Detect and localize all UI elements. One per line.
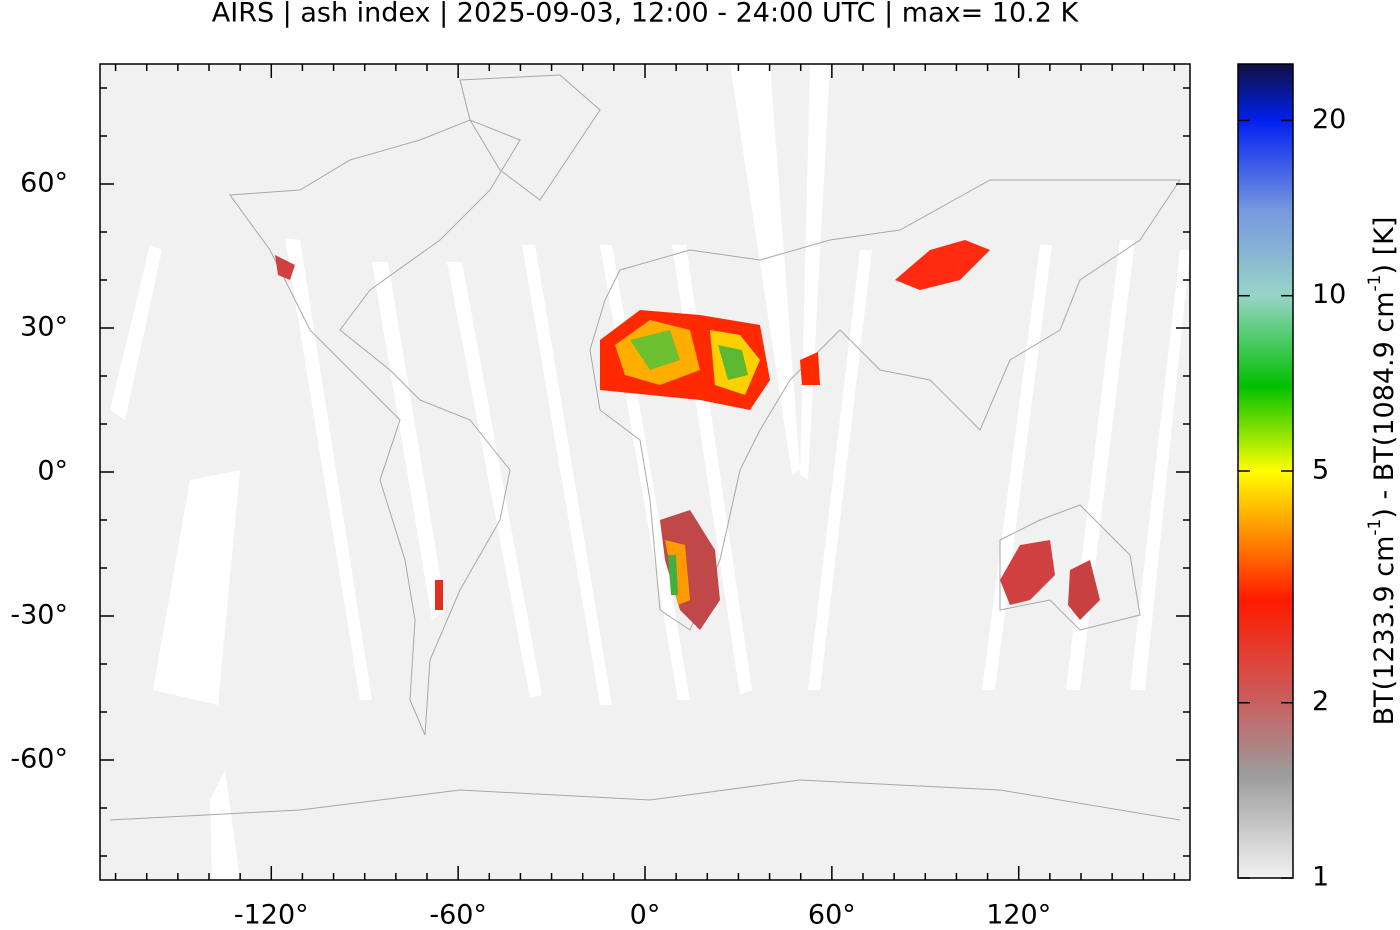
label-text: ) - BT(1084.9 cm	[1369, 291, 1400, 518]
y-tick-label: 0°	[37, 456, 68, 487]
label-exponent: -1	[1365, 519, 1385, 536]
colorbar-tick-label: 5	[1312, 455, 1329, 486]
x-tick-label: 0°	[630, 900, 661, 930]
colorbar-tick-label: 10	[1312, 279, 1346, 310]
colorbar-tick-label: 20	[1312, 104, 1346, 135]
coastlines	[109, 74, 1181, 821]
colorbar-tick-label: 1	[1312, 862, 1329, 893]
label-text: ) [K]	[1369, 217, 1400, 275]
label-text: BT(1233.9 cm	[1369, 536, 1400, 726]
y-tick-label: -30°	[10, 600, 68, 631]
colorbar-tick-label: 2	[1312, 686, 1329, 717]
y-tick-label: -60°	[10, 744, 68, 775]
x-tick-label: 60°	[808, 900, 856, 930]
x-tick-label: 120°	[986, 900, 1051, 930]
x-tick-label: -60°	[429, 900, 487, 930]
title: AIRS | ash index | 2025-09-03, 12:00 - 2…	[212, 0, 1080, 29]
y-tick-label: 60°	[20, 168, 68, 199]
ash-patches	[275, 240, 1100, 630]
map	[99, 63, 1191, 881]
label-exponent: -1	[1365, 275, 1385, 292]
colorbar-label: BT(1233.9 cm-1) - BT(1084.9 cm-1) [K]	[1365, 217, 1400, 726]
x-tick-label: -120°	[234, 900, 309, 930]
y-tick-label: 30°	[20, 312, 68, 343]
